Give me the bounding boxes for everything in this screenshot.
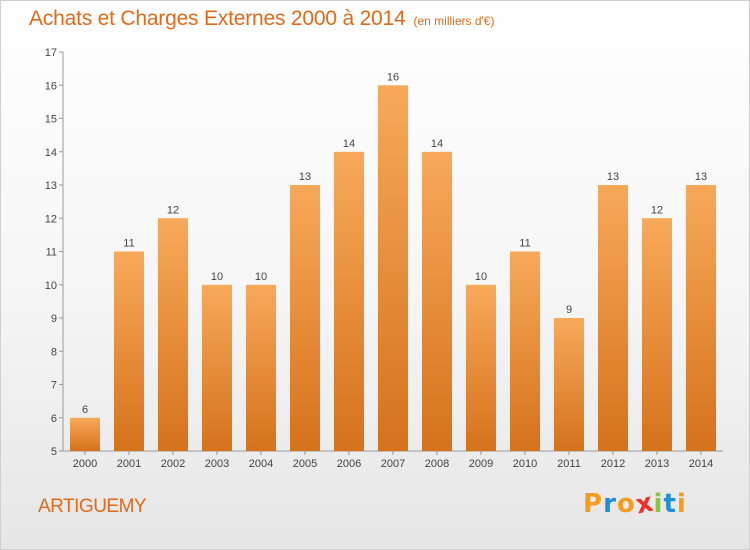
x-tick-label: 2000: [73, 458, 97, 470]
x-tick-label: 2006: [337, 458, 361, 470]
logo-letter: r: [603, 489, 617, 519]
bar-2012: [598, 185, 628, 451]
x-tick-label: 2008: [425, 458, 449, 470]
data-label: 9: [566, 304, 572, 316]
y-tick-label: 6: [51, 413, 57, 425]
data-label: 10: [255, 271, 267, 283]
y-tick-label: 10: [45, 280, 57, 292]
bar-2009: [466, 284, 496, 452]
bars: [70, 85, 716, 452]
data-labels: 6 11 12 10 10 13 14 16 14 10 11 9 13 12 13: [82, 71, 707, 416]
logo-letter: i: [653, 489, 664, 519]
logo-letter: i: [676, 489, 687, 519]
x-tick-label: 2005: [293, 458, 317, 470]
data-label: 10: [475, 271, 487, 283]
y-tick-label: 13: [45, 180, 57, 192]
x-tick-label: 2014: [689, 458, 713, 470]
chart-title: Achats et Charges Externes 2000 à 2014 (e…: [29, 7, 494, 31]
y-tick-label: 17: [45, 47, 57, 59]
bar-2003: [202, 284, 232, 452]
bar-2001: [114, 251, 144, 451]
y-tick-label: 9: [51, 313, 57, 325]
bar-2007: [378, 85, 408, 452]
x-tick-label: 2012: [601, 458, 625, 470]
chart-subtitle: (en milliers d'€): [413, 14, 495, 28]
y-tick-label: 12: [45, 213, 57, 225]
logo-letter: P: [583, 489, 604, 519]
data-label: 11: [519, 238, 530, 250]
logo-letter: t: [663, 489, 677, 519]
data-label: 13: [695, 171, 707, 183]
data-label: 10: [211, 271, 223, 283]
bar-2005: [290, 185, 320, 451]
x-tick-label: 2013: [645, 458, 669, 470]
y-tick-label: 14: [45, 147, 57, 159]
y-tick-label: 5: [51, 446, 57, 458]
data-label: 11: [123, 238, 134, 250]
bar-2011: [554, 318, 584, 451]
proxiti-logo[interactable]: Proxiti: [583, 487, 687, 520]
data-label: 6: [82, 404, 88, 416]
bar-2008: [422, 151, 452, 452]
title-text: Achats et Charges Externes 2000 à 2014: [29, 7, 406, 30]
x-tick-label: 2010: [513, 458, 537, 470]
x-tick-label: 2009: [469, 458, 493, 470]
bar-2010: [510, 251, 540, 451]
commune-name: ARTIGUEMY: [38, 496, 147, 517]
bar-2004: [246, 284, 276, 452]
y-tick-label: 7: [51, 380, 57, 392]
data-label: 12: [651, 204, 663, 216]
data-label: 16: [387, 71, 399, 83]
y-tick-label: 8: [51, 346, 57, 358]
bar-2002: [158, 218, 188, 451]
y-tick-label: 11: [46, 247, 57, 259]
y-tick-label: 15: [45, 114, 57, 126]
x-tick-label: 2002: [161, 458, 185, 470]
data-label: 13: [299, 171, 311, 183]
bar-2006: [334, 151, 364, 452]
bar-2013: [642, 218, 672, 451]
x-tick-label: 2011: [557, 458, 581, 470]
data-label: 14: [343, 138, 355, 150]
x-tick-label: 2004: [249, 458, 273, 470]
data-label: 13: [607, 171, 619, 183]
x-tick-label: 2007: [381, 458, 405, 470]
data-label: 14: [431, 138, 443, 150]
x-tick-label: 2001: [117, 458, 141, 470]
x-tick-label: 2003: [205, 458, 229, 470]
bar-2014: [686, 185, 716, 451]
data-label: 12: [167, 204, 179, 216]
bar-2000: [70, 417, 100, 452]
logo-letter: o: [616, 489, 636, 519]
y-tick-label: 16: [45, 80, 57, 92]
